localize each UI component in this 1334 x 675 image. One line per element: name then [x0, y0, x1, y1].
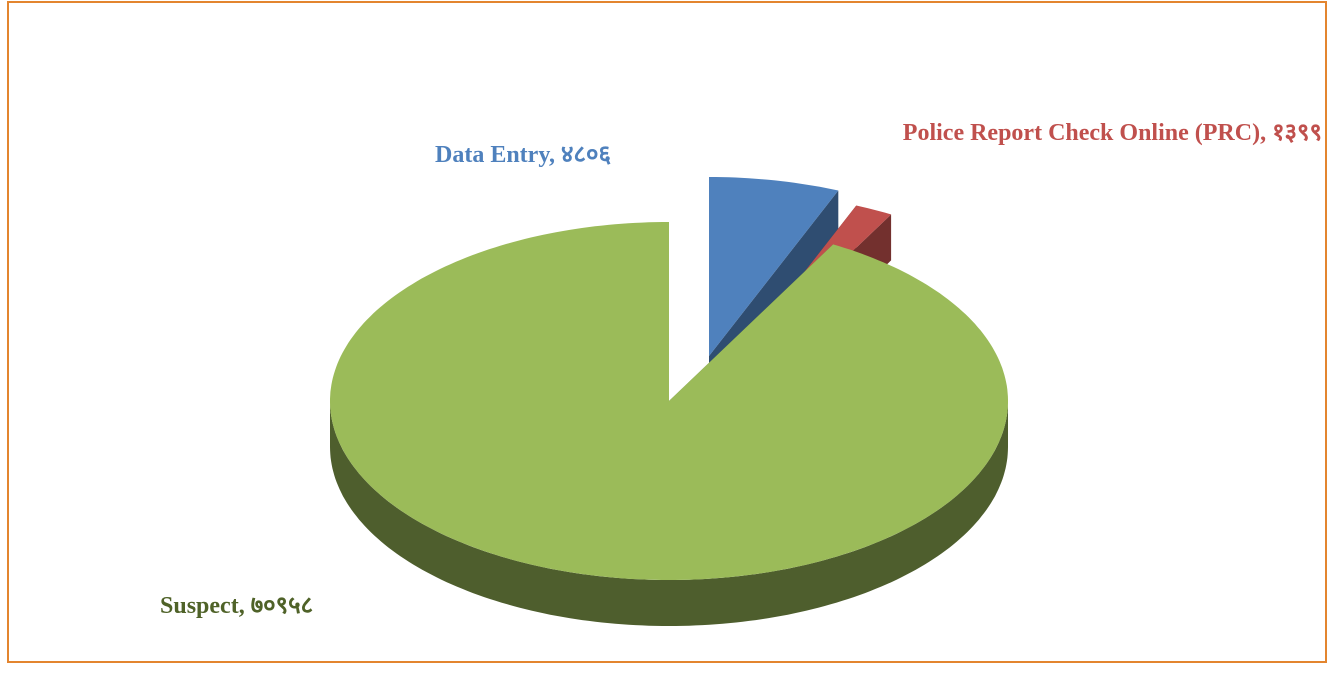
- category-name: Suspect: [160, 593, 239, 619]
- slice-top: [709, 177, 839, 356]
- label-separator: ,: [549, 142, 561, 168]
- frame: [7, 1, 1327, 663]
- value-label: ४८०६: [561, 142, 611, 168]
- data-label: Suspect, ७०९५८: [160, 593, 313, 619]
- value-label: ७०९५८: [251, 593, 313, 619]
- category-name: Data Entry: [435, 142, 550, 168]
- slice-top: [330, 222, 1008, 580]
- data-label: Data Entry, ४८०६: [435, 142, 611, 168]
- label-separator: ,: [1260, 120, 1272, 146]
- data-label: Police Report Check Online (PRC), १३९९: [903, 120, 1322, 146]
- category-name: Police Report Check Online (PRC): [903, 120, 1260, 146]
- label-separator: ,: [239, 593, 251, 619]
- slice: [330, 222, 1008, 626]
- slice-side: [330, 401, 1008, 626]
- value-label: १३९९: [1272, 120, 1322, 146]
